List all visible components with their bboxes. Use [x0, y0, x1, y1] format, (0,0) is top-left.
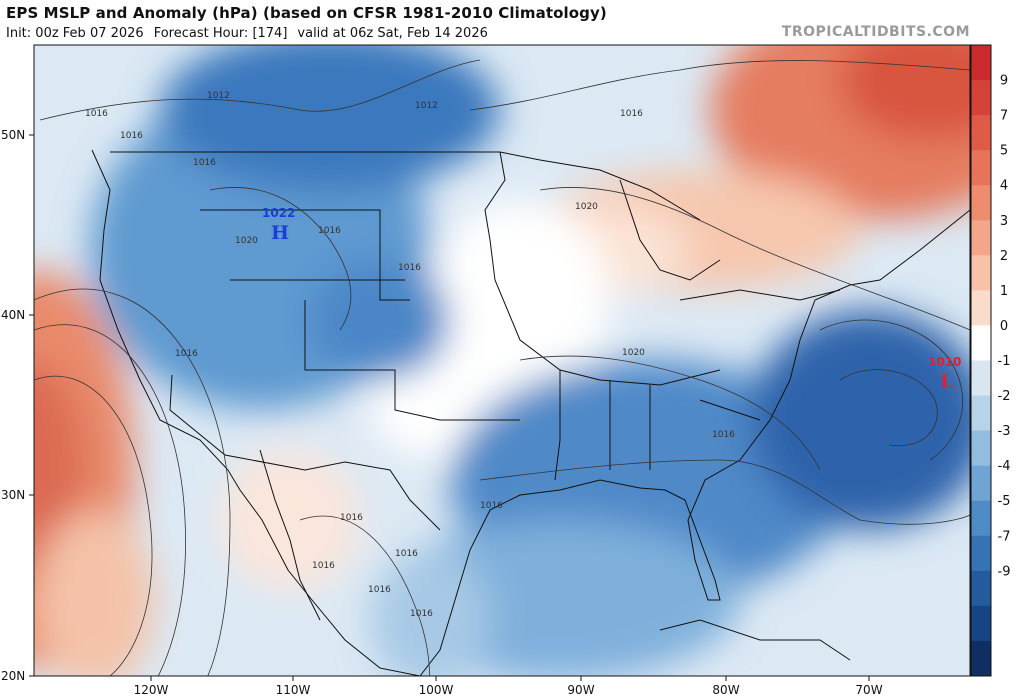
colorbar-label: 2	[1000, 249, 1008, 264]
colorbar-segment	[971, 80, 991, 116]
colorbar-label: -7	[998, 529, 1011, 544]
map-subtitle: Init: 00z Feb 07 2026 Forecast Hour: [174…	[6, 26, 498, 41]
isobar-label: 1016	[480, 501, 503, 511]
colorbar-segment	[971, 535, 991, 572]
longitude-axis	[150, 676, 870, 681]
colorbar-segment	[971, 325, 991, 361]
colorbar-label: -1	[998, 354, 1011, 369]
isobar-label: 1012	[207, 91, 230, 101]
lat-label: 20N	[1, 669, 25, 683]
lat-label: 40N	[1, 308, 25, 322]
colorbar-label: 7	[1000, 109, 1008, 124]
isobar-label: 1016	[410, 609, 433, 619]
high-pressure-value: 1022	[262, 206, 295, 220]
low-pressure-value: 1010	[928, 355, 961, 369]
low-pressure-letter: L	[940, 371, 953, 393]
colorbar-segment	[971, 220, 991, 256]
isobar-label: 1020	[575, 202, 598, 212]
lon-label: 70W	[855, 683, 882, 696]
colorbar-segment	[971, 290, 991, 326]
lon-label: 80W	[712, 683, 739, 696]
isobar-label: 1020	[235, 236, 258, 246]
colorbar-frame	[970, 44, 992, 677]
high-pressure-letter: H	[271, 222, 289, 244]
isobar-label: 1016	[712, 430, 735, 440]
lon-label: 110W	[276, 683, 311, 696]
init-time: Init: 00z Feb 07 2026	[6, 26, 144, 41]
colorbar-segment	[971, 395, 991, 432]
isobar-label: 1016	[340, 513, 363, 523]
colorbar-label: 4	[1000, 179, 1008, 194]
lon-label: 90W	[567, 683, 594, 696]
isobar-labels: 1016 1016 1016 1012 1012 1016 1016 1016 …	[85, 91, 735, 619]
colorbar-label: -3	[998, 424, 1011, 439]
colorbar-segment	[971, 570, 991, 607]
isobar-label: 1016	[398, 263, 421, 273]
colorbar-segment	[971, 430, 991, 467]
colorbar-label: 5	[1000, 144, 1008, 159]
colorbar-label: -4	[998, 459, 1011, 474]
forecast-hour: Forecast Hour: [174]	[153, 26, 288, 41]
isobar-label: 1016	[85, 109, 108, 119]
colorbar-segment	[971, 185, 991, 221]
colorbar-label: -5	[998, 494, 1011, 509]
isobar-label: 1016	[175, 349, 198, 359]
map-frame	[33, 44, 971, 677]
isobar-label: 1016	[193, 158, 216, 168]
colorbar-segment	[971, 115, 991, 151]
isobar-label: 1012	[415, 101, 438, 111]
isobar-label: 1016	[120, 131, 143, 141]
isobar-label: 1020	[622, 348, 645, 358]
isobar-label: 1016	[318, 226, 341, 236]
colorbar-label: 9	[1000, 74, 1008, 89]
colorbar-segment	[971, 640, 991, 677]
colorbar-label: 1	[1000, 284, 1008, 299]
colorbar-label: 0	[1000, 319, 1008, 334]
colorbar-label: 3	[1000, 214, 1008, 229]
colorbar-segment	[971, 500, 991, 537]
isobar-label: 1016	[368, 585, 391, 595]
colorbar-segment	[971, 255, 991, 291]
colorbar-segment	[971, 360, 991, 397]
isobar-label: 1016	[312, 561, 335, 571]
site-brand: TROPICALTIDBITS.COM	[781, 24, 970, 40]
colorbar-labels: 9 7 5 4 3 2 1 0 -1 -2 -3 -4 -5 -7 -9	[998, 74, 1011, 580]
map-title: EPS MSLP and Anomaly (hPa) (based on CFS…	[6, 4, 607, 22]
lon-label: 100W	[419, 683, 454, 696]
lat-label: 30N	[1, 488, 25, 502]
latitude-axis	[29, 134, 34, 677]
colorbar-segment	[971, 465, 991, 502]
lat-label: 50N	[1, 128, 25, 142]
high-pressure-center: 1022 H	[262, 206, 295, 244]
colorbar-segment	[971, 45, 991, 81]
isobars	[34, 59, 970, 676]
colorbar	[970, 44, 992, 677]
colorbar-label: -9	[998, 564, 1011, 579]
valid-time: valid at 06z Sat, Feb 14 2026	[297, 26, 488, 41]
low-pressure-center: 1010 L	[928, 355, 961, 393]
colorbar-label: -2	[998, 389, 1011, 404]
colorbar-segment	[971, 605, 991, 642]
lon-label: 120W	[134, 683, 169, 696]
isobar-label: 1016	[395, 549, 418, 559]
colorbar-segment	[971, 150, 991, 186]
coastline-borders	[91, 149, 970, 676]
isobar-label: 1016	[620, 109, 643, 119]
